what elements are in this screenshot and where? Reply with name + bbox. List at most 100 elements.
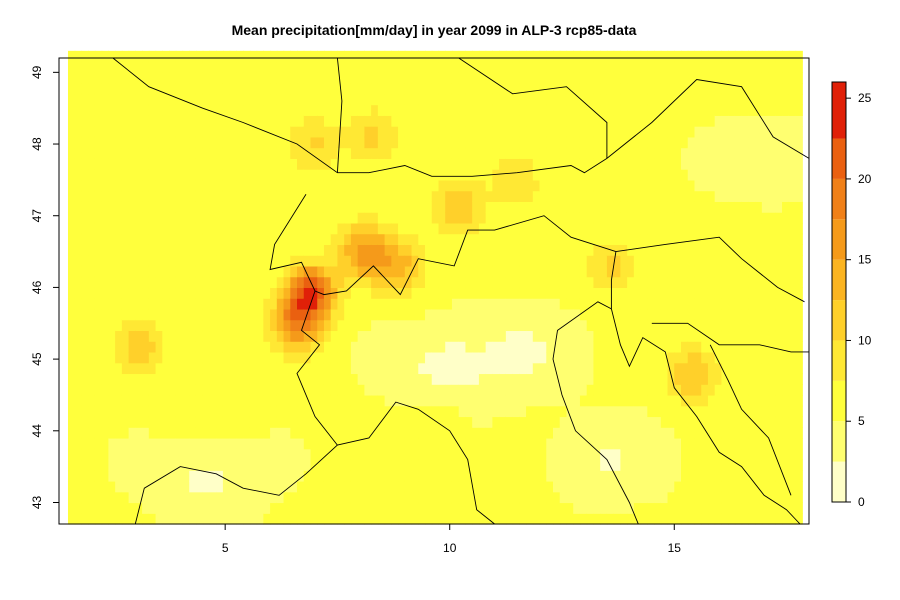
heatmap-cell <box>755 448 763 461</box>
heatmap-cell <box>195 50 204 63</box>
heatmap-cell <box>398 298 406 310</box>
heatmap-cell <box>404 212 413 224</box>
heatmap-cell <box>74 201 83 213</box>
heatmap-cell <box>317 427 325 439</box>
heatmap-cell <box>323 416 332 428</box>
heatmap-cell <box>640 104 648 116</box>
heatmap-cell <box>216 61 224 73</box>
heatmap-cell <box>775 50 783 63</box>
heatmap-cell <box>249 158 258 170</box>
heatmap-cell <box>620 394 628 407</box>
heatmap-cell <box>384 244 392 256</box>
heatmap-cell <box>768 319 776 332</box>
heatmap-cell <box>761 158 770 170</box>
heatmap-cell <box>451 394 460 407</box>
heatmap-cell <box>701 244 709 256</box>
heatmap-cell <box>256 93 264 106</box>
heatmap-cell <box>660 405 669 418</box>
heatmap-cell <box>418 308 426 321</box>
heatmap-cell <box>290 491 298 504</box>
heatmap-cell <box>128 136 136 149</box>
heatmap-cell <box>465 255 473 267</box>
heatmap-cell <box>734 470 743 482</box>
heatmap-cell <box>323 93 332 106</box>
heatmap-cell <box>357 502 365 514</box>
heatmap-cell <box>458 93 467 106</box>
heatmap-cell <box>451 158 460 170</box>
heatmap-cell <box>297 502 305 514</box>
heatmap-cell <box>398 255 406 267</box>
heatmap-cell <box>593 179 601 192</box>
heatmap-cell <box>586 502 595 514</box>
heatmap-cell <box>222 115 231 127</box>
heatmap-cell <box>633 480 642 493</box>
heatmap-cell <box>398 136 406 149</box>
heatmap-cell <box>721 50 729 63</box>
heatmap-cell <box>162 93 170 106</box>
heatmap-cell <box>606 405 615 418</box>
heatmap-cell <box>418 179 426 192</box>
heatmap-cell <box>478 115 487 127</box>
heatmap-cell <box>175 212 184 224</box>
colorbar-tick-label: 20 <box>858 172 872 186</box>
heatmap-cell <box>249 287 258 299</box>
heatmap-cell <box>714 61 723 73</box>
heatmap-cell <box>108 233 116 245</box>
heatmap-cell <box>236 437 244 450</box>
heatmap-cell <box>195 233 204 245</box>
heatmap-cell <box>148 136 157 149</box>
heatmap-cell <box>115 298 123 310</box>
heatmap-cell <box>310 448 318 461</box>
heatmap-cell <box>782 93 790 106</box>
heatmap-cell <box>344 373 352 385</box>
heatmap-cell <box>256 265 264 278</box>
heatmap-cell <box>566 480 574 493</box>
heatmap-cell <box>627 448 635 461</box>
heatmap-cell <box>674 384 682 396</box>
heatmap-cell <box>283 158 291 170</box>
heatmap-cell <box>155 330 163 342</box>
heatmap-cell <box>714 179 723 192</box>
colorbar-tick-label: 5 <box>858 414 865 428</box>
heatmap-cell <box>761 298 770 310</box>
heatmap-cell <box>714 276 723 289</box>
heatmap-cell <box>579 502 588 514</box>
heatmap-cell <box>236 104 244 116</box>
heatmap-cell <box>290 201 298 213</box>
heatmap-cell <box>755 93 763 106</box>
heatmap-cell <box>674 276 682 289</box>
heatmap-cell <box>411 126 419 138</box>
heatmap-cell <box>465 437 473 450</box>
heatmap-cell <box>391 201 399 213</box>
heatmap-cell <box>445 147 453 159</box>
heatmap-cell <box>775 362 783 375</box>
y-tick-label: 44 <box>30 424 44 438</box>
heatmap-cell <box>222 222 231 235</box>
heatmap-cell <box>256 298 264 310</box>
heatmap-cell <box>627 276 635 289</box>
heatmap-cell <box>640 330 648 342</box>
heatmap-cell <box>344 104 352 116</box>
heatmap-cell <box>236 470 244 482</box>
heatmap-cell <box>202 470 211 482</box>
heatmap-cell <box>687 169 696 181</box>
heatmap-cell <box>364 201 372 213</box>
heatmap-cell <box>270 416 278 428</box>
heatmap-cell <box>337 491 345 504</box>
heatmap-cell <box>606 341 615 353</box>
heatmap-cell <box>707 212 716 224</box>
heatmap-cell <box>606 265 615 278</box>
heatmap-cell <box>290 179 298 192</box>
heatmap-cell <box>121 373 130 385</box>
heatmap-cell <box>121 427 130 439</box>
heatmap-cell <box>216 448 224 461</box>
heatmap-cell <box>782 480 790 493</box>
heatmap-cell <box>371 201 379 213</box>
heatmap-cell <box>768 147 776 159</box>
heatmap-cell <box>600 330 608 342</box>
heatmap-cell <box>182 308 190 321</box>
heatmap-cell <box>755 212 763 224</box>
heatmap-cell <box>404 158 413 170</box>
heatmap-cell <box>330 212 339 224</box>
heatmap-cell <box>721 405 729 418</box>
